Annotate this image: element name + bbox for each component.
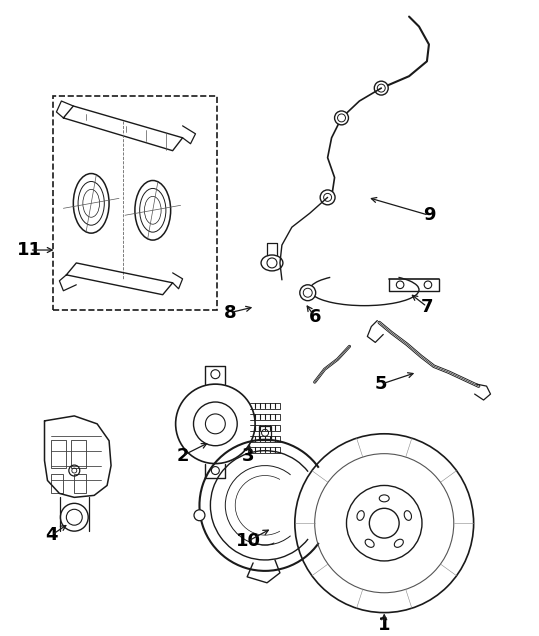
- Circle shape: [374, 81, 388, 95]
- Circle shape: [300, 285, 316, 301]
- Polygon shape: [64, 106, 183, 151]
- Text: 6: 6: [308, 308, 321, 326]
- Text: 8: 8: [224, 303, 237, 322]
- Text: 1: 1: [378, 616, 390, 633]
- Polygon shape: [45, 416, 111, 497]
- Bar: [74, 474, 86, 494]
- Bar: [51, 474, 64, 494]
- Text: 9: 9: [423, 206, 435, 225]
- Bar: [51, 439, 66, 467]
- Circle shape: [335, 111, 349, 125]
- Bar: [259, 426, 271, 439]
- Text: 4: 4: [45, 526, 58, 544]
- Text: 5: 5: [375, 375, 388, 393]
- Text: 3: 3: [242, 446, 254, 465]
- Bar: [53, 96, 217, 310]
- Bar: [71, 439, 86, 467]
- Polygon shape: [66, 263, 172, 294]
- Circle shape: [320, 190, 335, 205]
- Text: 7: 7: [421, 298, 433, 315]
- Text: 11: 11: [17, 241, 42, 259]
- Text: 2: 2: [176, 446, 189, 465]
- Circle shape: [194, 510, 205, 521]
- Ellipse shape: [261, 255, 283, 271]
- Text: 10: 10: [236, 532, 261, 550]
